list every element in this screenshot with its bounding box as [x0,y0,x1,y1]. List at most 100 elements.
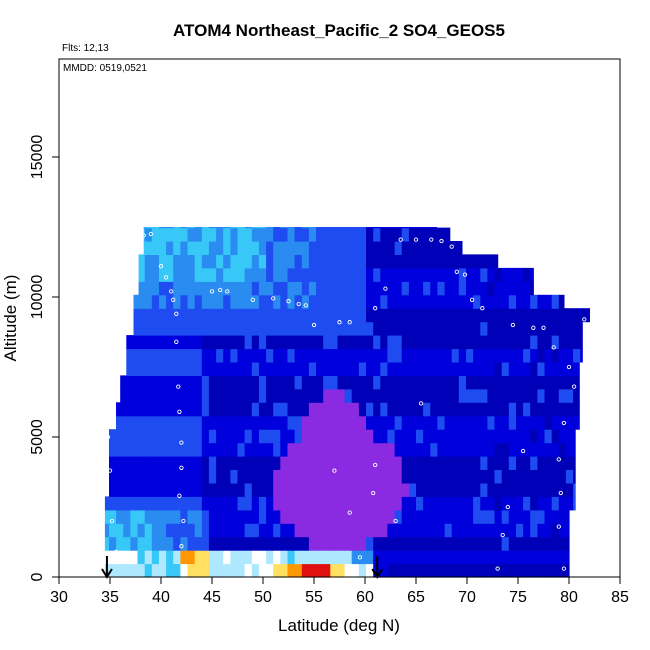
heatmap-cell [104,496,110,511]
heatmap-cell [144,536,153,551]
heatmap-cell [508,550,517,565]
heatmap-cell [358,335,367,350]
heatmap-cell [266,321,274,336]
heatmap-cell [287,442,296,457]
heatmap-cell [494,536,503,551]
heatmap-cell [251,388,260,403]
heatmap-cell [544,362,553,376]
heatmap-cell [530,335,538,350]
heatmap-cell [137,348,146,363]
heatmap-cell [330,496,338,511]
heatmap-cell [466,550,474,565]
heatmap-cell [143,241,146,255]
heatmap-cell [430,267,438,282]
flight-track-point [158,264,164,269]
x-tick-label: 45 [203,589,221,606]
heatmap-cell [130,442,139,457]
heatmap-cell [380,469,388,484]
heatmap-cell [323,321,331,336]
heatmap-cell [166,254,174,269]
heatmap-cell [508,523,517,538]
heatmap-cell [530,362,538,376]
heatmap-cell [308,536,317,551]
heatmap-cell [287,402,296,417]
heatmap-cell [187,509,196,524]
heatmap-cell [201,496,210,511]
heatmap-cell [251,536,260,551]
heatmap-cell [258,456,267,470]
heatmap-cell [159,536,167,551]
heatmap-cell [173,482,181,497]
heatmap-cell [508,415,517,430]
heatmap-cell [366,563,374,578]
heatmap-cell [351,267,360,282]
heatmap-cell [366,227,374,242]
heatmap-cell [530,429,538,444]
heatmap-cell [151,227,160,242]
heatmap-cell [173,335,181,350]
heatmap-cell [551,294,560,309]
heatmap-cell [516,388,524,403]
heatmap-cell [258,267,267,282]
heatmap-cell [544,402,553,417]
heatmap-cell [565,348,574,363]
heatmap-cell [358,496,367,511]
heatmap-cell [308,321,317,336]
heatmap-cell [416,294,424,309]
heatmap-cell [501,415,510,430]
heatmap-cell [537,482,546,497]
heatmap-cell [416,348,424,363]
heatmap-cell [423,227,431,229]
heatmap-cell [258,496,267,511]
heatmap-cell [565,429,574,444]
heatmap-cell [180,241,189,255]
heatmap-cell [201,563,210,578]
heatmap-cell [480,321,488,336]
heatmap-cell [537,496,546,511]
heatmap-cell [344,482,353,497]
heatmap-cell [451,442,460,457]
heatmap-cell [230,294,239,309]
heatmap-cell [266,227,274,229]
heatmap-cell [166,496,174,511]
heatmap-cell [508,536,517,551]
heatmap-cell [451,563,460,578]
heatmap-cell [430,321,438,336]
heatmap-cell [280,536,288,551]
heatmap-cell [187,469,196,484]
heatmap-cell [480,348,488,363]
heatmap-cell [120,375,124,390]
heatmap-cell [109,496,117,511]
heatmap-cell [144,308,153,323]
heatmap-cell [230,241,239,255]
heatmap-cell [316,388,324,403]
heatmap-cell [194,294,203,309]
heatmap-cell [573,348,581,363]
heatmap-cell [366,550,374,565]
heatmap-cell [544,496,553,511]
flight-track-point [181,518,186,524]
heatmap-cell [558,442,567,457]
flight-track-point [311,322,317,328]
heatmap-cell [380,362,388,376]
heatmap-cell [337,429,346,444]
heatmap-cell [480,402,488,417]
heatmap-cell [458,456,467,470]
heatmap-cell [423,415,431,430]
heatmap-cell [573,362,580,376]
heatmap-cell [109,456,117,470]
heatmap-cell [508,496,517,511]
heatmap-cell [130,335,139,350]
heatmap-cell [159,241,167,255]
heatmap-cell [116,429,124,444]
heatmap-cell [123,388,131,403]
heatmap-cell [144,321,153,336]
heatmap-cell [266,482,274,497]
heatmap-cell [144,496,153,511]
heatmap-cell [401,536,410,551]
heatmap-cell [437,402,446,417]
heatmap-cell [423,496,431,511]
heatmap-cell [537,536,546,551]
heatmap-cell [487,442,496,457]
heatmap-cell [451,362,460,376]
